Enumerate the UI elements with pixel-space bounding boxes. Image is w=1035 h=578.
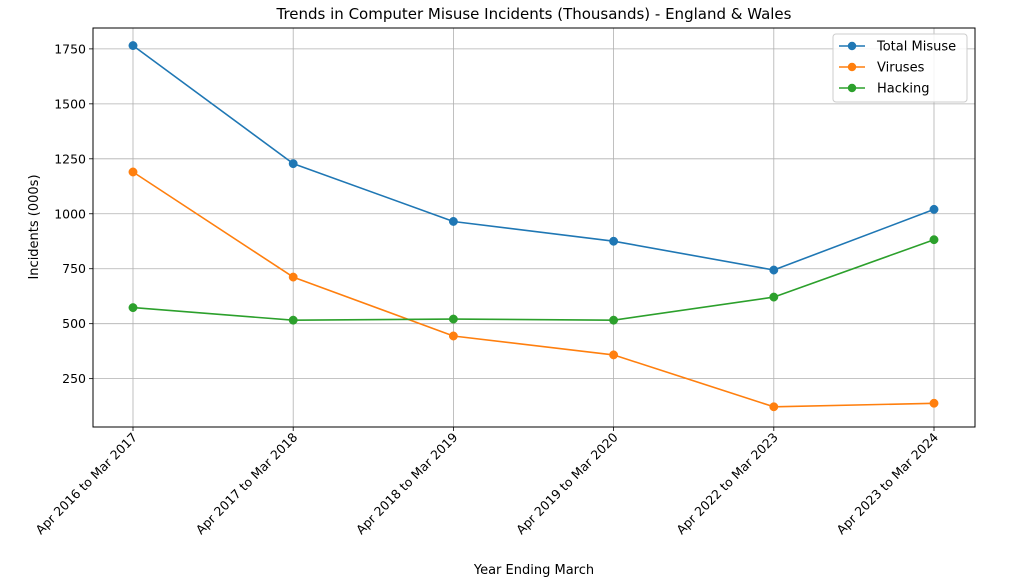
data-point-total-misuse xyxy=(448,217,458,226)
legend-swatch-marker xyxy=(847,62,857,72)
legend-label: Total Misuse xyxy=(876,40,956,55)
series-line-hacking xyxy=(132,238,935,322)
data-point-total-misuse xyxy=(769,265,779,275)
data-point-viruses xyxy=(448,331,458,341)
series-viruses xyxy=(128,167,939,412)
data-point-viruses xyxy=(609,350,619,360)
data-point-viruses xyxy=(929,398,939,408)
plot-frame xyxy=(92,27,976,428)
data-point-total-misuse xyxy=(929,204,939,214)
data-point-viruses xyxy=(128,167,138,177)
data-point-total-misuse xyxy=(288,159,298,169)
legend-item-viruses: Viruses xyxy=(839,61,925,76)
y-tick-label: 500 xyxy=(62,316,86,331)
legend-box xyxy=(832,33,968,103)
y-tick-label: 1750 xyxy=(54,41,86,56)
series-line-viruses xyxy=(132,171,935,408)
legend: Total Misuse Viruses Hacking xyxy=(832,33,968,103)
data-point-hacking xyxy=(128,303,138,313)
series-line-total-misuse xyxy=(132,44,935,271)
data-point-hacking xyxy=(609,315,619,325)
data-point-viruses xyxy=(769,402,779,412)
y-tick-label: 750 xyxy=(62,261,86,276)
grid-lines xyxy=(93,28,975,427)
y-tick-label: 1500 xyxy=(54,96,86,111)
y-axis-label: Incidents (000s) xyxy=(27,174,42,279)
data-point-viruses xyxy=(288,272,298,282)
series-total-misuse xyxy=(128,41,939,275)
y-axis-ticks: 250 500 750 1000 1250 1500 1750 xyxy=(54,41,93,386)
y-tick-label: 250 xyxy=(62,371,86,386)
legend-label: Viruses xyxy=(877,61,925,76)
legend-label: Hacking xyxy=(877,82,930,97)
data-point-hacking xyxy=(769,292,779,302)
series-hacking xyxy=(128,235,939,325)
chart-title: Trends in Computer Misuse Incidents (Tho… xyxy=(276,5,792,23)
y-tick-label: 1250 xyxy=(54,151,86,166)
x-axis-label: Year Ending March xyxy=(473,563,594,578)
legend-swatch-marker xyxy=(847,83,857,93)
legend-item-hacking: Hacking xyxy=(839,82,930,97)
data-point-hacking xyxy=(929,235,939,245)
y-tick-label: 1000 xyxy=(54,206,86,221)
data-point-hacking xyxy=(288,315,298,325)
data-point-total-misuse xyxy=(128,41,138,51)
series-layer xyxy=(128,41,939,412)
legend-item-total-misuse: Total Misuse xyxy=(839,40,956,55)
data-point-total-misuse xyxy=(609,236,619,246)
legend-swatch-marker xyxy=(847,41,857,51)
data-point-hacking xyxy=(448,314,458,324)
